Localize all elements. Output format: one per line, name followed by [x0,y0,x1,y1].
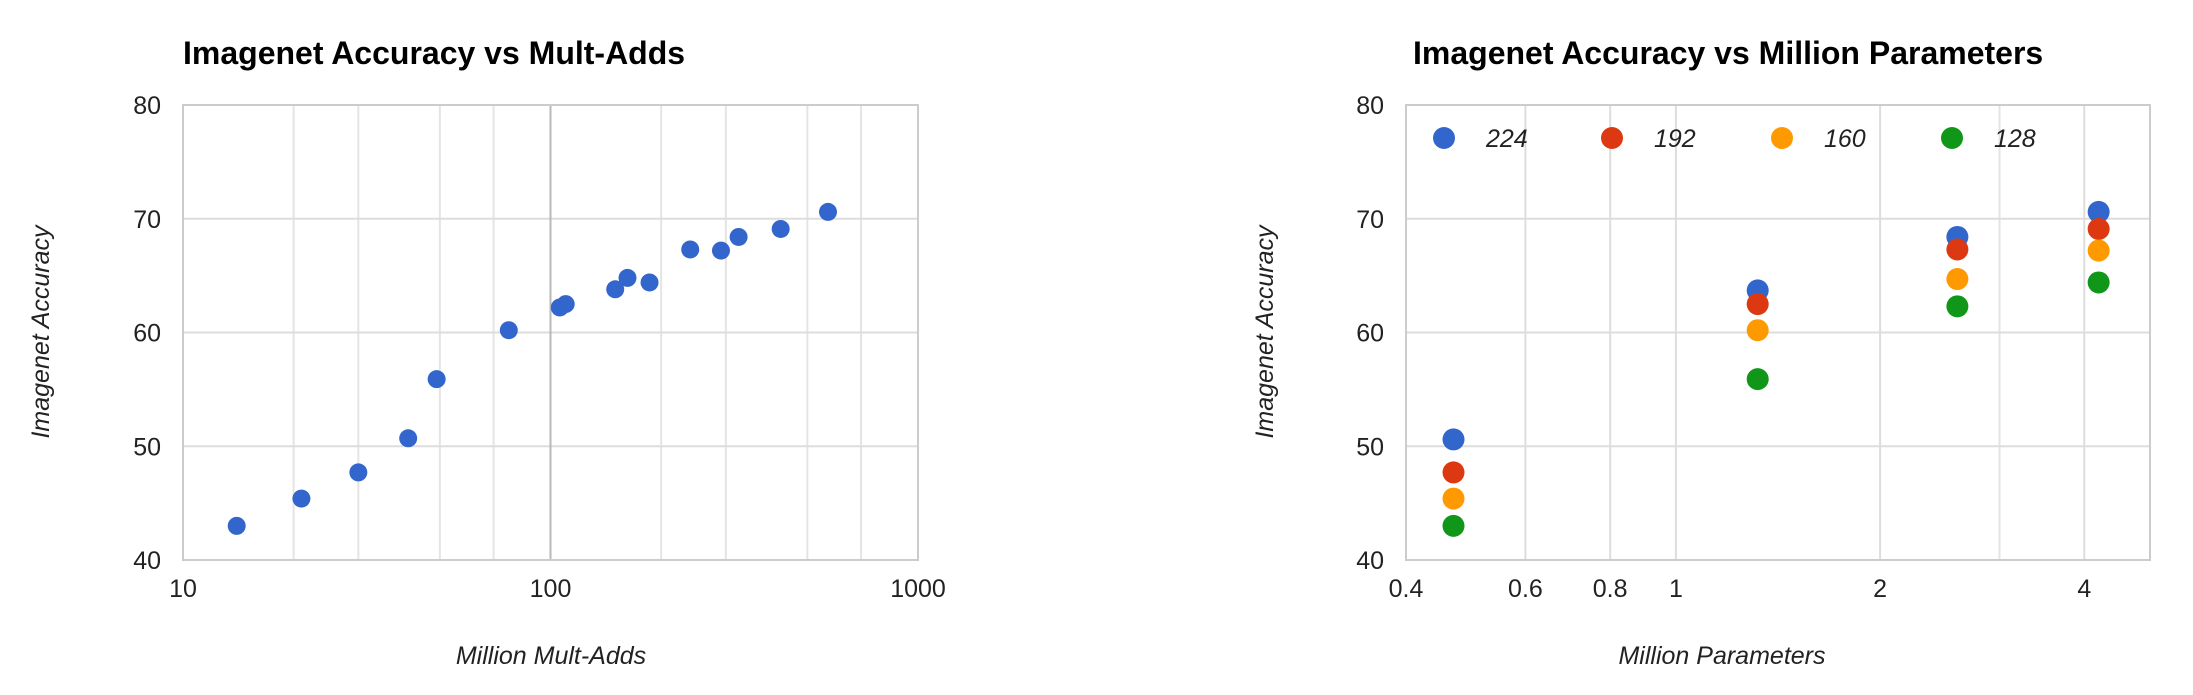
x-tick-label: 4 [2077,575,2091,603]
data-point [1946,238,1969,261]
data-point [2087,200,2110,223]
x-tick-label: 100 [530,575,572,603]
data-point [427,370,446,389]
y-tick-label: 40 [1356,547,1384,575]
legend-label: 192 [1654,125,1696,153]
gridlines [1405,104,2151,561]
y-tick-label: 40 [133,547,161,575]
data-point [556,295,575,314]
x-tick-label: 1000 [890,575,946,603]
plot-frame [1405,104,2151,561]
plot-frame [182,104,919,561]
y-axis-label: Imagenet Accuracy [27,224,55,439]
y-tick-label: 80 [133,92,161,120]
data-point [606,280,625,299]
chart-million-parameters-svg: Imagenet Accuracy vs Million Parameters … [1251,35,2151,670]
data-points [1442,200,2110,537]
data-point [2087,217,2110,240]
chart-title: Imagenet Accuracy vs Million Parameters [1413,35,2043,71]
data-point [1746,319,1769,342]
data-point [618,268,637,287]
x-axis-label: Million Mult-Adds [456,642,646,670]
data-point [771,219,790,238]
data-point [292,489,311,508]
y-tick-label: 70 [133,206,161,234]
y-tick-label: 50 [133,433,161,461]
gridlines [182,104,919,561]
data-point [1746,368,1769,391]
data-point [1946,295,1969,318]
data-point [2087,271,2110,294]
y-tick-label: 80 [1356,92,1384,120]
data-point [729,227,748,246]
data-point [227,516,246,535]
y-tick-label: 50 [1356,433,1384,461]
chart-title: Imagenet Accuracy vs Mult-Adds [183,35,685,71]
data-point [681,240,700,259]
data-point [1442,487,1465,510]
legend-marker [1771,127,1793,149]
x-tick-label: 2 [1873,575,1887,603]
data-point [1946,268,1969,291]
data-point [1442,428,1465,451]
legend-marker [1941,127,1963,149]
data-point [1442,461,1465,484]
y-axis-label: Imagenet Accuracy [1251,224,1279,439]
x-axis-ticks: 0.4 0.6 0.8 1 2 4 [1389,575,2092,603]
y-axis-ticks: 40 50 60 70 80 [133,92,161,575]
y-tick-label: 60 [133,320,161,348]
legend-label: 128 [1994,125,2036,153]
x-tick-label: 10 [169,575,197,603]
x-tick-label: 1 [1669,575,1683,603]
data-point [349,463,368,482]
data-point [819,202,838,221]
data-point [711,241,730,260]
legend: 224 192 160 128 [1433,125,2036,153]
y-tick-label: 60 [1356,320,1384,348]
y-axis-ticks: 40 50 60 70 80 [1356,92,1384,575]
legend-marker [1433,127,1455,149]
data-point [1746,293,1769,316]
chart-million-parameters: Imagenet Accuracy vs Million Parameters … [1230,0,2193,695]
legend-marker [1601,127,1623,149]
x-axis-ticks: 10 100 1000 [169,575,946,603]
x-tick-label: 0.4 [1389,575,1424,603]
data-point [399,429,418,448]
y-tick-label: 70 [1356,206,1384,234]
data-point [1442,514,1465,537]
x-tick-label: 0.6 [1508,575,1543,603]
data-point [499,321,518,340]
chart-mult-adds: Imagenet Accuracy vs Mult-Adds 40 50 60 70 8… [0,0,1060,695]
x-tick-label: 0.8 [1593,575,1628,603]
legend-label: 224 [1485,125,1528,153]
data-points [227,202,838,535]
legend-label: 160 [1824,125,1866,153]
data-point [640,273,659,292]
chart-mult-adds-svg: Imagenet Accuracy vs Mult-Adds 40 50 60 70 8… [27,35,946,670]
x-axis-label: Million Parameters [1618,642,1825,670]
data-point [2087,239,2110,262]
